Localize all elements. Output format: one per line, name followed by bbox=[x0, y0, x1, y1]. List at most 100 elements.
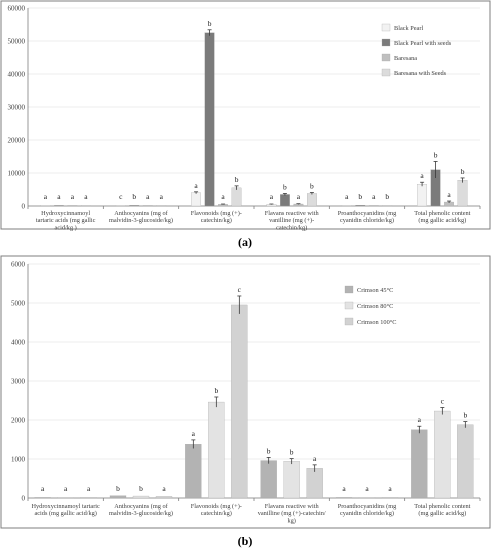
significance-letter: a bbox=[418, 415, 422, 424]
y-tick-label: 6000 bbox=[11, 260, 26, 268]
category-label: Hydroxycinnamoyl tartaric acids (mg galli… bbox=[31, 503, 100, 517]
bar bbox=[417, 184, 427, 207]
category-label-line: Hydroxycinnamoyl tartaric bbox=[31, 503, 100, 510]
category-label: Total phenolic content (mg gallic acid/kg… bbox=[414, 503, 470, 517]
panel-caption: (b) bbox=[238, 534, 253, 548]
bar bbox=[306, 468, 323, 499]
category-label-line: Anthocyanins (mg of bbox=[114, 503, 168, 510]
bar bbox=[155, 496, 173, 499]
category-label: Hydroxycinnamoyl tartaric acids (mg galli… bbox=[36, 210, 96, 231]
significance-letter: b bbox=[463, 411, 467, 420]
significance-letter: a bbox=[388, 484, 392, 493]
legend-swatch bbox=[381, 68, 391, 77]
legend-label: Crimson 100°C bbox=[357, 319, 396, 326]
legend-label: Baresana bbox=[394, 55, 417, 62]
category-label: Anthocyanins (mg of malvidin-3-glucoside/… bbox=[109, 210, 173, 224]
y-tick-label: 2000 bbox=[11, 416, 26, 424]
significance-letter: a bbox=[162, 484, 166, 493]
legend-swatch bbox=[344, 301, 354, 310]
legend-swatch bbox=[344, 285, 354, 294]
significance-letter: b bbox=[235, 175, 239, 184]
significance-letter: b bbox=[385, 192, 389, 201]
bar bbox=[81, 205, 91, 207]
significance-letter: b bbox=[290, 448, 294, 457]
legend-swatch bbox=[381, 53, 391, 62]
significance-letter: b bbox=[132, 192, 136, 201]
category-label-line: Flavans reactive with bbox=[265, 503, 320, 510]
significance-letter: b bbox=[139, 484, 143, 493]
category-label: Flavans reactive with vanilline (mg (+)-c… bbox=[265, 210, 320, 231]
significance-letter: a bbox=[160, 192, 164, 201]
category-label-line: catechin/kg) bbox=[276, 224, 307, 231]
category-label-line: Anthocyanins (mg of bbox=[114, 210, 168, 217]
significance-letter: a bbox=[71, 192, 75, 201]
bar bbox=[434, 410, 451, 499]
y-tick-label: 10000 bbox=[8, 169, 26, 177]
legend-label: Black Pearl with seeds bbox=[394, 40, 452, 47]
y-tick-label: 5000 bbox=[11, 299, 26, 307]
significance-letter: a bbox=[342, 484, 346, 493]
category-label-line: Total phenolic content bbox=[414, 503, 470, 510]
significance-letter: a bbox=[194, 181, 198, 190]
significance-letter: a bbox=[297, 192, 301, 201]
legend-label: Black Pearl bbox=[394, 25, 423, 32]
category-label-line: vanilline (mg (+)- bbox=[269, 217, 314, 224]
y-tick-label: 50000 bbox=[8, 37, 26, 45]
y-tick-label: 0 bbox=[22, 494, 26, 502]
chart-frame bbox=[0, 0, 491, 230]
y-tick-label: 3000 bbox=[11, 377, 26, 385]
bar bbox=[129, 205, 140, 207]
significance-letter: a bbox=[64, 484, 68, 493]
bar bbox=[381, 497, 399, 499]
category-label-line: Hydroxycinnamoyl bbox=[41, 210, 90, 217]
category-label: Flavans reactive with vanilline (mg (+)-c… bbox=[258, 503, 326, 524]
y-tick-label: 0 bbox=[22, 202, 26, 210]
bar bbox=[368, 205, 379, 207]
category-label-line: malvidin-3-glucoside/kg) bbox=[109, 510, 173, 517]
bar bbox=[335, 497, 353, 499]
category-label: Proanthocyanidins (mg cyanidin chloride/k… bbox=[338, 503, 397, 517]
significance-letter: a bbox=[192, 429, 196, 438]
category-label-line: cyanidin chloride/kg) bbox=[340, 217, 394, 224]
y-tick-label: 60000 bbox=[8, 4, 26, 12]
category-label-line: catechin/kg) bbox=[201, 217, 232, 224]
bar bbox=[54, 205, 64, 207]
legend-swatch bbox=[381, 38, 391, 47]
category-label-line: acid/kg ) bbox=[55, 224, 77, 231]
category-label-line: catechin/kg) bbox=[201, 510, 232, 517]
significance-letter: a bbox=[44, 192, 48, 201]
category-label-line: vanilline (mg (+)-catechin/ bbox=[258, 510, 326, 517]
bar bbox=[382, 205, 393, 207]
significance-letter: b bbox=[461, 167, 465, 176]
bar bbox=[411, 429, 428, 499]
category-label: Total phenolic content (mg gallic acid/kg… bbox=[414, 210, 470, 224]
category-label: Flavonoids (mg (+)-catechin/kg) bbox=[191, 503, 242, 517]
bar bbox=[283, 461, 300, 499]
significance-letter: a bbox=[420, 171, 424, 180]
category-label-line: Flavonoids (mg (+)- bbox=[191, 210, 242, 217]
significance-letter: a bbox=[345, 192, 349, 201]
category-label: Flavonoids (mg (+)-catechin/kg) bbox=[191, 210, 242, 224]
y-tick-label: 4000 bbox=[11, 338, 26, 346]
y-tick-label: 1000 bbox=[11, 455, 26, 463]
y-tick-label: 30000 bbox=[8, 103, 26, 111]
bar bbox=[40, 205, 51, 207]
significance-letter: a bbox=[372, 192, 376, 201]
bar bbox=[185, 444, 202, 499]
bar bbox=[204, 32, 215, 207]
category-label-line: (mg gallic acid/kg) bbox=[418, 217, 466, 224]
category-label: Anthocyanins (mg of malvidin-3-glucoside/… bbox=[109, 503, 173, 517]
significance-letter: a bbox=[57, 192, 61, 201]
category-label-line: Proanthocyanidins (mg bbox=[338, 503, 397, 510]
significance-letter: a bbox=[41, 484, 45, 493]
significance-letter: a bbox=[270, 192, 274, 201]
category-label-line: cyanidin chloride/kg) bbox=[340, 510, 394, 517]
bar bbox=[457, 424, 474, 499]
bar bbox=[57, 497, 74, 499]
bar bbox=[142, 205, 153, 207]
significance-letter: b bbox=[283, 182, 287, 191]
category-label: Proanthocyanidins (mg cyanidin chloride/k… bbox=[338, 210, 397, 224]
significance-letter: b bbox=[214, 386, 218, 395]
legend-label: Baresana with Seeds bbox=[394, 70, 447, 77]
